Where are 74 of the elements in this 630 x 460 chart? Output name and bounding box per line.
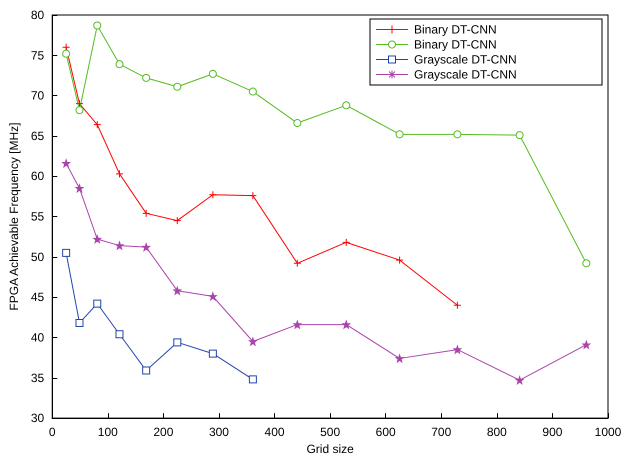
point	[248, 88, 257, 96]
point	[582, 259, 590, 268]
y-tick-label: 75	[30, 48, 45, 62]
point	[62, 50, 70, 58]
x-axis-title: Grid size	[306, 442, 354, 456]
point	[208, 190, 217, 199]
point	[396, 354, 404, 362]
point	[293, 259, 302, 268]
point	[453, 130, 462, 138]
point	[142, 366, 150, 375]
y-tick-label: 40	[30, 330, 45, 344]
point	[453, 301, 462, 310]
point	[62, 248, 70, 257]
point	[208, 350, 217, 358]
point	[75, 318, 84, 327]
point	[173, 286, 182, 295]
x-tick-label: 400	[264, 425, 285, 440]
x-tick-label: 200	[153, 425, 174, 440]
x-tick-label: 800	[486, 425, 508, 440]
x-tick-label: 900	[542, 425, 563, 440]
point	[248, 338, 257, 346]
point	[142, 74, 150, 82]
point	[62, 159, 70, 168]
point	[115, 330, 124, 338]
x-tick-label: 700	[431, 425, 452, 440]
y-tick-label: 35	[30, 370, 45, 385]
y-tick-label: 70	[30, 88, 45, 103]
point	[342, 320, 350, 329]
point	[293, 119, 302, 128]
x-tick-label: 0	[48, 425, 56, 440]
point	[516, 376, 524, 384]
point	[208, 292, 217, 300]
point	[116, 60, 124, 68]
point	[453, 346, 462, 354]
point	[93, 300, 102, 308]
x-tick-label: 500	[320, 425, 340, 440]
point	[248, 375, 257, 384]
point	[248, 192, 257, 200]
y-tick-label: 55	[30, 210, 45, 224]
y-tick-label: 60	[30, 169, 45, 184]
point	[115, 170, 124, 178]
y-axis-title: FPGA Achievable Frequency [MHz]	[7, 122, 21, 311]
point	[93, 235, 102, 244]
legend-label: Binary DT-CNN	[414, 22, 497, 36]
x-tick-label: 600	[376, 425, 396, 440]
point	[396, 256, 404, 264]
legend-label: Grayscale DT-CNN	[414, 68, 517, 82]
point	[142, 243, 150, 252]
y-tick-label: 30	[30, 411, 45, 426]
point	[115, 242, 124, 250]
point	[142, 209, 150, 218]
x-tick-label: 1000	[594, 425, 622, 440]
point	[75, 184, 84, 192]
point	[173, 338, 182, 346]
point	[173, 82, 182, 91]
point	[293, 320, 302, 329]
point	[93, 120, 102, 129]
legend-label: Grayscale DT-CNN	[414, 52, 517, 66]
y-tick-label: 80	[30, 8, 45, 22]
x-tick-label: 100	[98, 425, 118, 440]
point	[173, 216, 182, 225]
y-tick-label: 65	[30, 128, 45, 143]
point	[93, 21, 102, 30]
point	[516, 131, 524, 140]
point	[582, 340, 590, 349]
point	[342, 101, 350, 110]
y-tick-label: 45	[30, 290, 45, 304]
point	[208, 70, 217, 78]
legend-label: Binary DT-CNN	[414, 38, 497, 52]
y-tick-label: 50	[30, 250, 45, 264]
point	[396, 130, 404, 138]
point	[342, 238, 350, 246]
x-tick-label: 300	[208, 425, 230, 440]
point	[75, 106, 84, 114]
